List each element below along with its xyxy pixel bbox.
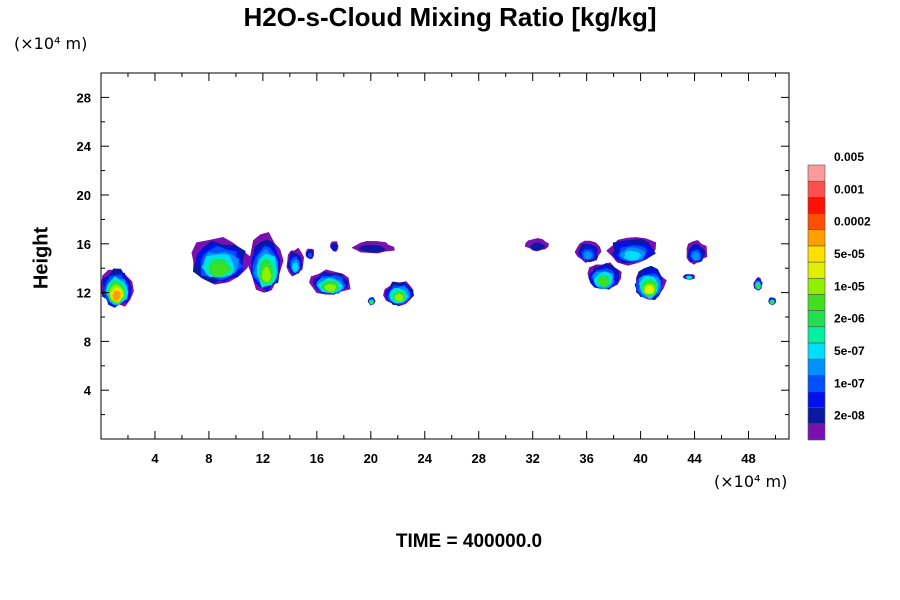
colorbar-box <box>807 294 826 311</box>
cloud-region <box>191 237 253 285</box>
cloud-region <box>330 241 339 252</box>
y-tick-label: 12 <box>77 286 91 301</box>
colorbar-box <box>807 277 826 295</box>
colorbar-box <box>807 180 826 198</box>
x-tick-label: 12 <box>256 451 270 466</box>
colorbar-box <box>807 391 826 408</box>
colorbar-label: 0.0002 <box>834 215 871 229</box>
colorbar-box <box>807 229 826 247</box>
cloud-region <box>753 276 763 291</box>
colorbar-label: 2e-08 <box>834 409 865 423</box>
colorbar-box <box>807 326 826 344</box>
colorbar-box <box>807 374 826 392</box>
colorbar-box <box>807 310 826 328</box>
cloud-contour <box>292 262 299 272</box>
colorbar-box <box>807 261 826 279</box>
cloud-region <box>286 247 304 277</box>
cloud-contour <box>692 252 700 261</box>
cloud-region <box>686 240 708 265</box>
cloud-region <box>351 241 395 254</box>
colorbar-box <box>807 342 826 360</box>
y-axis-unit: (×10⁴ m) <box>14 34 88 53</box>
cloud-region <box>524 238 549 252</box>
cloud-contour <box>112 290 121 301</box>
x-tick-label: 20 <box>364 451 378 466</box>
y-tick-label: 4 <box>84 383 92 398</box>
colorbar-box <box>807 164 826 182</box>
y-tick-label: 20 <box>77 188 91 203</box>
cloud-contour <box>644 285 655 294</box>
colorbar-label: 0.005 <box>834 150 864 164</box>
colorbar-box <box>807 407 826 425</box>
colorbar-box <box>807 213 826 231</box>
colorbar-box <box>807 423 826 441</box>
cloud-region <box>574 240 602 263</box>
x-tick-label: 32 <box>525 451 539 466</box>
cloud-region <box>248 232 284 293</box>
x-tick-label: 48 <box>741 451 755 466</box>
colorbar-label: 1e-07 <box>834 376 865 390</box>
colorbar-label: 2e-06 <box>834 312 865 326</box>
x-tick-label: 4 <box>151 451 159 466</box>
colorbar-label: 0.001 <box>834 182 864 196</box>
x-tick-label: 24 <box>418 451 433 466</box>
cloud-region <box>367 297 376 306</box>
cloud-contour <box>530 242 545 251</box>
cloud-region <box>682 274 695 280</box>
cloud-contour <box>598 277 609 286</box>
time-label: TIME = 400000.0 <box>395 531 543 552</box>
cloud-contour <box>261 266 272 283</box>
cloud-contour <box>770 301 774 304</box>
y-tick-label: 16 <box>77 237 91 252</box>
x-tick-label: 40 <box>633 451 647 466</box>
y-tick-label: 28 <box>77 90 91 105</box>
cloud-contour <box>211 263 228 276</box>
colorbar-box <box>807 245 826 263</box>
x-axis-unit: (×10⁴ m) <box>714 472 788 491</box>
cloud-region <box>383 281 414 307</box>
x-tick-label: 36 <box>579 451 593 466</box>
x-tick-label: 8 <box>205 451 212 466</box>
cloud-region <box>309 269 351 295</box>
x-tick-label: 16 <box>310 451 324 466</box>
cloud-contour <box>583 251 593 260</box>
cloud-contour <box>307 252 313 258</box>
plot-frame <box>100 72 790 440</box>
cloud-contour <box>394 293 404 302</box>
colorbar: 2e-08 1e-07 5e-07 2e-06 1e-05 5e-05 0.0002 0.00… <box>807 150 871 441</box>
cloud-region <box>587 262 622 290</box>
colorbar-box <box>807 197 826 214</box>
cloud-region <box>768 297 777 306</box>
cloud-contour <box>332 244 337 251</box>
y-tick-label: 24 <box>77 139 92 154</box>
cloud-contour <box>370 301 373 305</box>
cloud-contour <box>756 284 760 289</box>
colorbar-label: 5e-07 <box>834 344 865 358</box>
cloud-contour <box>624 250 642 261</box>
x-tick-label: 28 <box>471 451 485 466</box>
cloud-region <box>305 248 315 260</box>
x-tick-label: 44 <box>687 451 702 466</box>
cloud-contour <box>324 284 337 292</box>
y-tick-label: 8 <box>84 334 91 349</box>
cloud-region <box>634 265 667 301</box>
colorbar-label: 5e-05 <box>834 247 865 261</box>
colorbar-box <box>807 358 826 376</box>
cloud-contour <box>686 276 692 279</box>
cloud-field <box>101 232 777 308</box>
chart-title: H2O-s-Cloud Mixing Ratio [kg/kg] <box>243 2 657 32</box>
cloud-region <box>101 268 134 308</box>
colorbar-label: 1e-05 <box>834 279 865 293</box>
cloud-region <box>606 237 657 266</box>
cloud-contour <box>358 245 386 253</box>
